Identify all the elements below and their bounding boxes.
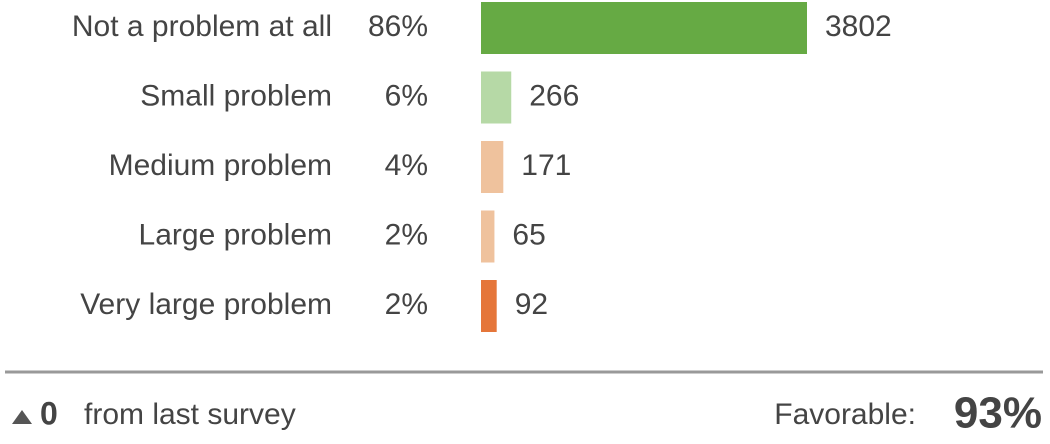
value-label: 65 <box>512 218 545 251</box>
category-label: Small problem <box>140 79 332 112</box>
bar <box>481 210 495 263</box>
favorable-value: 93% <box>954 389 1042 438</box>
value-label: 266 <box>529 79 579 112</box>
percent-label: 86% <box>368 10 428 43</box>
category-label: Medium problem <box>109 149 332 182</box>
bar <box>481 141 504 193</box>
category-label: Not a problem at all <box>72 10 332 43</box>
percent-label: 2% <box>385 288 428 321</box>
value-label: 171 <box>521 149 571 182</box>
bar <box>481 2 807 54</box>
bar <box>481 71 512 124</box>
change-arrow <box>12 410 32 424</box>
percent-label: 6% <box>385 79 428 112</box>
value-label: 92 <box>515 288 548 321</box>
category-label: Large problem <box>139 218 332 251</box>
change-text: from last survey <box>84 398 296 431</box>
value-label: 3802 <box>825 10 892 43</box>
percent-label: 2% <box>385 218 428 251</box>
category-label: Very large problem <box>80 288 332 321</box>
change-value: 0 <box>40 395 58 431</box>
bar <box>481 280 497 332</box>
percent-label: 4% <box>385 149 428 182</box>
favorable-label: Favorable: <box>774 398 916 431</box>
